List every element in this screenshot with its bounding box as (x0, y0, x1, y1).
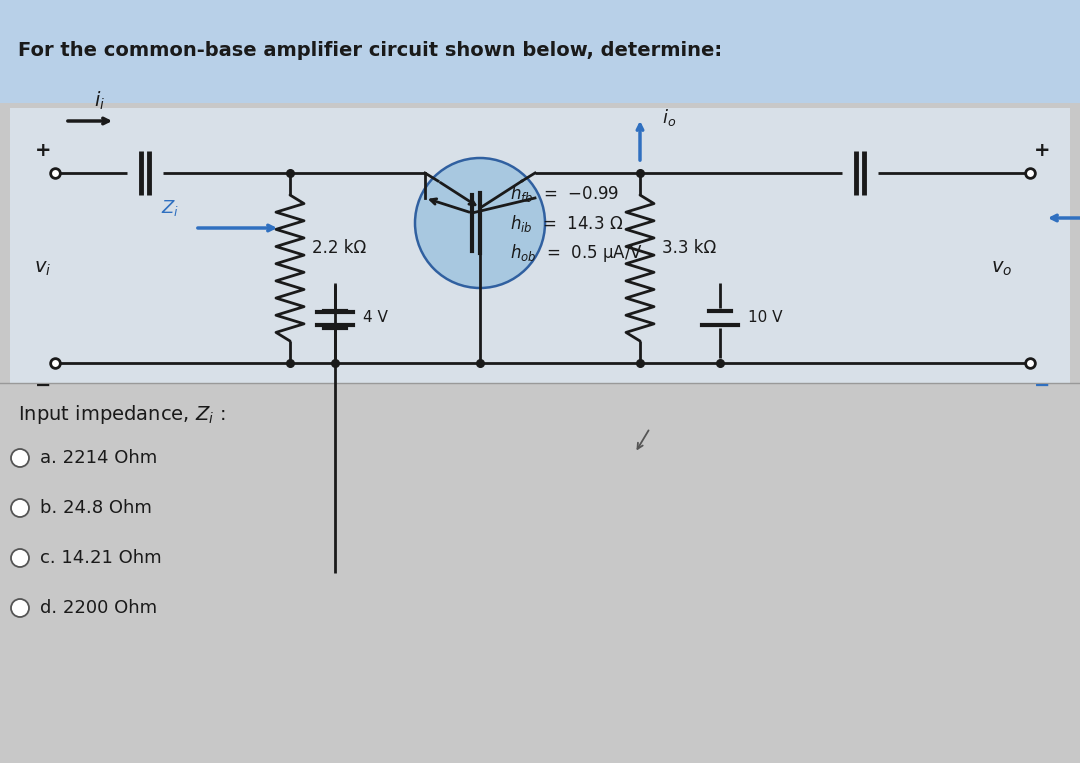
Text: For the common-base amplifier circuit shown below, determine:: For the common-base amplifier circuit sh… (18, 41, 723, 60)
Text: c. 14.21 Ohm: c. 14.21 Ohm (40, 549, 162, 567)
Text: 10 V: 10 V (748, 311, 783, 326)
Text: $v_o$: $v_o$ (991, 259, 1013, 278)
Text: −: − (1034, 375, 1050, 394)
Text: a. 2214 Ohm: a. 2214 Ohm (40, 449, 158, 467)
Text: $v_i$: $v_i$ (35, 259, 52, 278)
Text: b. 24.8 Ohm: b. 24.8 Ohm (40, 499, 152, 517)
Text: $h_{ob}$  =  0.5 μA/V: $h_{ob}$ = 0.5 μA/V (510, 242, 643, 264)
Text: $h_{ib}$  =  14.3 Ω: $h_{ib}$ = 14.3 Ω (510, 213, 623, 233)
Text: $i_i$: $i_i$ (94, 90, 106, 112)
Text: 3.3 kΩ: 3.3 kΩ (662, 239, 716, 257)
Text: $Z_i$: $Z_i$ (161, 198, 179, 218)
Text: 4 V: 4 V (363, 311, 388, 326)
Text: +: + (35, 141, 51, 160)
FancyBboxPatch shape (0, 0, 1080, 103)
Circle shape (11, 449, 29, 467)
Circle shape (11, 599, 29, 617)
Text: Input impedance, $Z_i$ :: Input impedance, $Z_i$ : (18, 404, 226, 427)
Text: $i_o$: $i_o$ (662, 108, 676, 128)
Text: +: + (1034, 141, 1050, 160)
Text: $h_{fb}$  =  −0.99: $h_{fb}$ = −0.99 (510, 182, 619, 204)
FancyBboxPatch shape (10, 108, 1070, 383)
Text: 2.2 kΩ: 2.2 kΩ (312, 239, 366, 257)
Text: d. 2200 Ohm: d. 2200 Ohm (40, 599, 157, 617)
Circle shape (11, 499, 29, 517)
Circle shape (11, 549, 29, 567)
Circle shape (415, 158, 545, 288)
Text: −: − (35, 375, 51, 394)
